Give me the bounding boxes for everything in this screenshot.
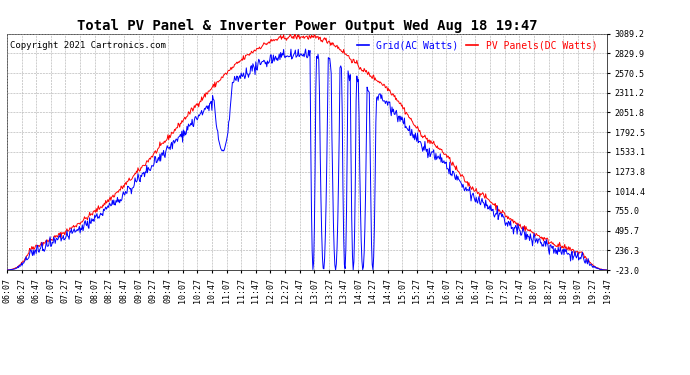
Legend: Grid(AC Watts), PV Panels(DC Watts): Grid(AC Watts), PV Panels(DC Watts) [355,39,600,53]
Title: Total PV Panel & Inverter Power Output Wed Aug 18 19:47: Total PV Panel & Inverter Power Output W… [77,19,538,33]
Text: Copyright 2021 Cartronics.com: Copyright 2021 Cartronics.com [10,41,166,50]
